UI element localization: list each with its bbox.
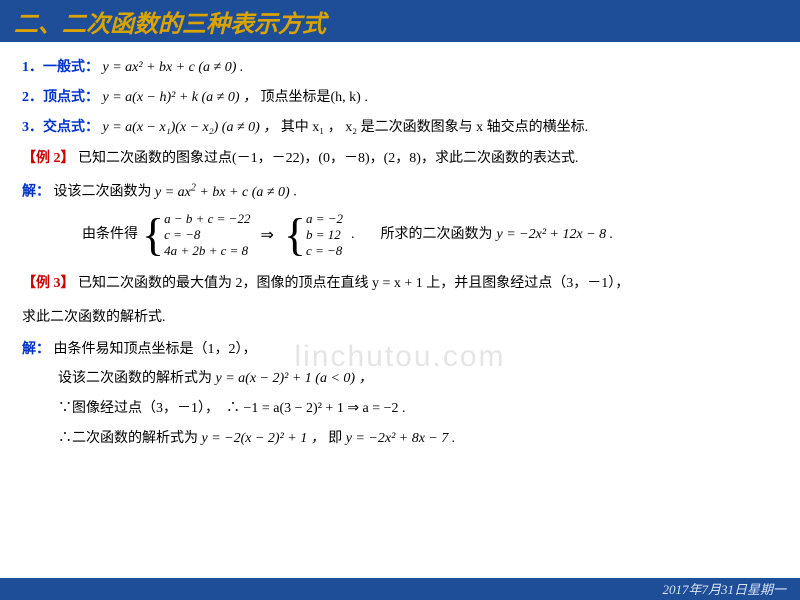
ex2-sol-a-dot: . — [293, 185, 297, 200]
ex3-l2-a: 设该二次函数的解析式为 — [58, 371, 216, 386]
form-3: 3．交点式： y = a(x − x₁)(x − x₂) (a ≠ 0) ， 其… — [22, 116, 778, 140]
ex2-sol-a-eq: y = ax2 + bx + c (a ≠ 0) — [155, 185, 290, 200]
ex3-sol-2: 设该二次函数的解析式为 y = a(x − 2)² + 1 (a < 0) ， — [22, 367, 778, 391]
ex2-sol-tag: 解： — [22, 185, 50, 200]
form3-body-b: 其中 x₁ ， x₂ 是二次函数图象与 x 轴交点的横坐标. — [281, 120, 588, 135]
ex2-sol-a-pre: 设该二次函数为 — [54, 185, 156, 200]
ex2-tag: 【例 2】 — [22, 151, 75, 166]
sys-l-3: 4a + 2b + c = 8 — [164, 243, 250, 259]
ex3-l4-c: 即 — [328, 431, 346, 446]
title-bar: 二、二次函数的三种表示方式 — [0, 0, 800, 42]
sys-l-1: a − b + c = −22 — [164, 211, 250, 227]
ex3-text-b-row: 求此二次函数的解析式. — [22, 304, 778, 332]
ex3-l2-b: y = a(x − 2)² + 1 (a < 0) ， — [216, 371, 373, 386]
ex3-sol-3: ∵图像经过点（3，－1）， ∴ −1 = a(3 − 2)² + 1 ⇒ a =… — [22, 397, 778, 421]
content: 1．一般式： y = ax² + bx + c (a ≠ 0) . 2．顶点式：… — [0, 42, 800, 451]
sys-r-2: b = 12 — [306, 227, 343, 243]
sys-right: { a = −2 b = 12 c = −8 — [284, 211, 343, 260]
form-1: 1．一般式： y = ax² + bx + c (a ≠ 0) . — [22, 56, 778, 80]
ex3-sol-4: ∴二次函数的解析式为 y = −2(x − 2)² + 1 ， 即 y = −2… — [22, 427, 778, 451]
form1-body: y = ax² + bx + c (a ≠ 0) . — [103, 60, 244, 75]
arrow-icon: ⇒ — [260, 222, 273, 249]
ex3-l3: ∵图像经过点（3，－1）， ∴ −1 = a(3 − 2)² + 1 ⇒ a =… — [58, 401, 406, 416]
footer-bar: 2017年7月31日星期一 — [0, 578, 800, 600]
ex3-l4-d: y = −2x² + 8x − 7 . — [346, 431, 456, 446]
page-title: 二、二次函数的三种表示方式 — [14, 4, 326, 39]
sys-r-3: c = −8 — [306, 243, 343, 259]
sys-left: { a − b + c = −22 c = −8 4a + 2b + c = 8 — [142, 211, 250, 260]
ex2-equation-block: 由条件得 { a − b + c = −22 c = −8 4a + 2b + … — [82, 211, 778, 260]
example-2: 【例 2】 已知二次函数的图象过点(－1，－22)，(0，－8)，(2，8)，求… — [22, 145, 778, 173]
form3-body-a: y = a(x − x₁)(x − x₂) (a ≠ 0) ， — [103, 120, 278, 135]
form2-label: 2．顶点式： — [22, 90, 99, 105]
ex3-text-a: 已知二次函数的最大值为 2，图像的顶点在直线 y = x + 1 上，并且图象经… — [78, 276, 629, 291]
ex3-text-b: 求此二次函数的解析式. — [22, 310, 166, 325]
ex3-l1: 由条件易知顶点坐标是（1，2）， — [54, 342, 257, 357]
form-2: 2．顶点式： y = a(x − h)² + k (a ≠ 0) ， 顶点坐标是… — [22, 86, 778, 110]
sys-l-2: c = −8 — [164, 227, 250, 243]
ex3-sol-tag: 解： — [22, 342, 50, 357]
cond-label: 由条件得 — [82, 223, 138, 247]
ex3-l4-a: ∴二次函数的解析式为 — [58, 431, 202, 446]
ex2-text: 已知二次函数的图象过点(－1，－22)，(0，－8)，(2，8)，求此二次函数的… — [78, 151, 578, 166]
form3-label: 3．交点式： — [22, 120, 99, 135]
ex2-solution-a: 解： 设该二次函数为 y = ax2 + bx + c (a ≠ 0) . — [22, 179, 778, 204]
form2-body-b: 顶点坐标是(h, k) . — [261, 90, 368, 105]
dot-sep: . — [351, 223, 355, 247]
example-3: 【例 3】 已知二次函数的最大值为 2，图像的顶点在直线 y = x + 1 上… — [22, 270, 778, 298]
sys-r-1: a = −2 — [306, 211, 343, 227]
sys-left-col: a − b + c = −22 c = −8 4a + 2b + c = 8 — [164, 211, 250, 260]
result-eq: y = −2x² + 12x − 8 . — [497, 223, 614, 247]
result-label: 所求的二次函数为 — [381, 223, 493, 247]
form1-label: 1．一般式： — [22, 60, 99, 75]
ex3-sol-1: 解： 由条件易知顶点坐标是（1，2）， — [22, 338, 778, 362]
sys-right-col: a = −2 b = 12 c = −8 — [306, 211, 343, 260]
brace-left-1: { — [142, 212, 164, 258]
brace-left-2: { — [284, 212, 306, 258]
ex3-tag: 【例 3】 — [22, 276, 75, 291]
footer-date: 2017年7月31日星期一 — [662, 579, 786, 598]
form2-body-a: y = a(x − h)² + k (a ≠ 0) ， — [103, 90, 258, 105]
ex3-l4-b: y = −2(x − 2)² + 1 ， — [202, 431, 325, 446]
